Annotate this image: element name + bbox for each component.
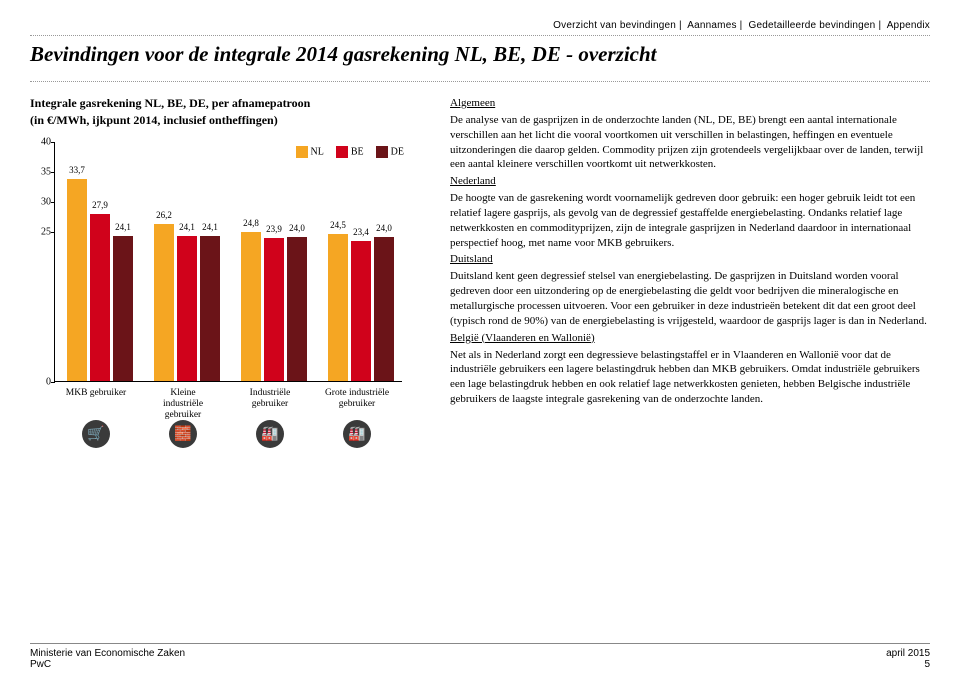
footer-org: Ministerie van Economische Zaken — [30, 648, 185, 659]
bar-value-label: 24,5 — [330, 220, 346, 230]
bar: 24,1 — [200, 236, 220, 381]
x-axis-label: MKB gebruiker — [54, 388, 138, 399]
bar-value-label: 24,1 — [202, 222, 218, 232]
bar-value-label: 24,0 — [376, 223, 392, 233]
y-tick: 35 — [31, 167, 51, 178]
bar: 24,1 — [177, 236, 197, 381]
y-tick: 25 — [31, 227, 51, 238]
para-nederland: De hoogte van de gasrekening wordt voorn… — [450, 191, 930, 250]
bar: 24,0 — [374, 237, 394, 381]
crumb: Aannames — [687, 20, 736, 31]
bar-value-label: 26,2 — [156, 210, 172, 220]
factory-icon: 🏭 — [256, 420, 284, 448]
x-axis-label: Industriëlegebruiker — [228, 388, 312, 410]
footer-page: 5 — [886, 659, 930, 670]
heading-nederland: Nederland — [450, 175, 496, 187]
breadcrumb: Overzicht van bevindingen| Aannames| Ged… — [30, 20, 930, 31]
crumb: Appendix — [887, 20, 930, 31]
bar: 26,2 — [154, 224, 174, 381]
bar-value-label: 23,9 — [266, 224, 282, 234]
footer: Ministerie van Economische Zaken PwC apr… — [30, 643, 930, 670]
para-belgie: Net als in Nederland zorgt een degressie… — [450, 348, 930, 407]
bar-value-label: 27,9 — [92, 200, 108, 210]
bar: 24,0 — [287, 237, 307, 381]
factory3-icon: 🏭 — [343, 420, 371, 448]
bar-value-label: 23,4 — [353, 227, 369, 237]
bar-chart: NL BE DE 02530354033,727,924,126,224,124… — [30, 142, 410, 442]
chart-title: Integrale gasrekening NL, BE, DE, per af… — [30, 96, 430, 111]
y-tick: 40 — [31, 137, 51, 148]
bar: 24,8 — [241, 232, 261, 381]
y-tick: 0 — [31, 377, 51, 388]
bar-value-label: 24,8 — [243, 218, 259, 228]
bar: 23,4 — [351, 241, 371, 381]
bar: 27,9 — [90, 214, 110, 381]
heading-belgie: België (Vlaanderen en Wallonië) — [450, 332, 595, 344]
bar: 24,5 — [328, 234, 348, 381]
bar-group: 26,224,124,1 — [148, 224, 226, 381]
bar: 33,7 — [67, 179, 87, 381]
bar-value-label: 24,0 — [289, 223, 305, 233]
bar-group: 24,523,424,0 — [322, 234, 400, 381]
heading-duitsland: Duitsland — [450, 253, 493, 265]
cart-icon: 🛒 — [82, 420, 110, 448]
bar-value-label: 24,1 — [115, 222, 131, 232]
x-axis-label: Grote industriëlegebruiker — [315, 388, 399, 410]
heading-algemeen: Algemeen — [450, 97, 495, 109]
x-axis-label: Kleineindustriëlegebruiker — [141, 388, 225, 421]
crumb: Gedetailleerde bevindingen — [748, 20, 875, 31]
para-algemeen: De analyse van de gasprijzen in de onder… — [450, 113, 930, 172]
footer-company: PwC — [30, 659, 185, 670]
crumb: Overzicht van bevindingen — [553, 20, 676, 31]
para-duitsland: Duitsland kent geen degressief stelsel v… — [450, 269, 930, 328]
bar-group: 24,823,924,0 — [235, 232, 313, 381]
body-text: Algemeen De analyse van de gasprijzen in… — [450, 96, 930, 442]
bar: 23,9 — [264, 238, 284, 381]
footer-date: april 2015 — [886, 648, 930, 659]
bar-value-label: 33,7 — [69, 165, 85, 175]
bar-value-label: 24,1 — [179, 222, 195, 232]
page-title: Bevindingen voor de integrale 2014 gasre… — [30, 42, 930, 67]
bar: 24,1 — [113, 236, 133, 381]
wall-icon: 🧱 — [169, 420, 197, 448]
bar-group: 33,727,924,1 — [61, 179, 139, 381]
chart-subtitle: (in €/MWh, ijkpunt 2014, inclusief onthe… — [30, 113, 430, 128]
y-tick: 30 — [31, 197, 51, 208]
